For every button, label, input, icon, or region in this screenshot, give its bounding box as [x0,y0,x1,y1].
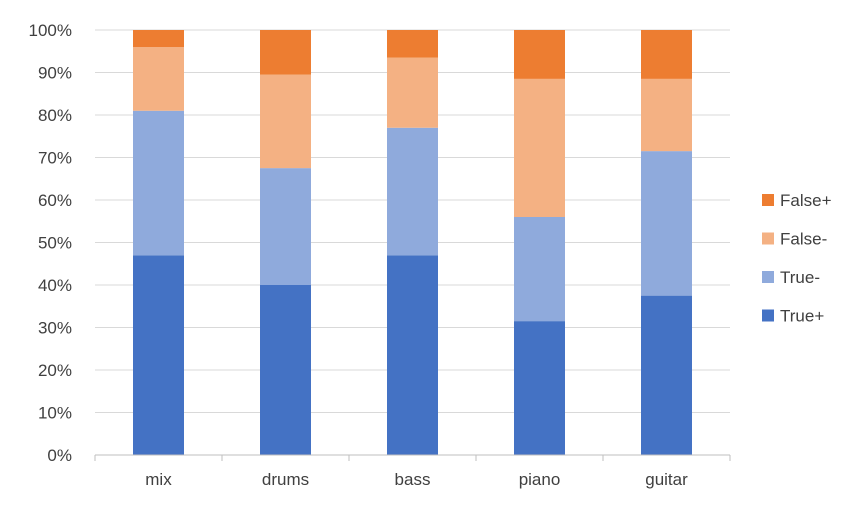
bar-segment-false-pos [260,30,311,75]
bar-segment-true-pos [641,295,692,455]
bar-segment-true-neg [133,110,184,256]
y-tick-label: 90% [38,64,72,83]
y-tick-label: 80% [38,106,72,125]
bar-segment-false-pos [133,30,184,47]
bar-segment-true-neg [641,151,692,296]
y-tick-label: 30% [38,319,72,338]
bar-segment-false-neg [387,57,438,128]
x-tick-label: piano [519,470,561,489]
axes: 0% 10% 20% 30% 40% 50% 60% 70% 80% 90% 100% mix drum… [29,21,731,489]
bar-segment-false-pos [514,30,565,79]
bar-segment-true-neg [260,168,311,285]
y-tick-label: 70% [38,149,72,168]
x-tick-label: guitar [645,470,688,489]
bars [133,30,692,455]
y-tick-label: 0% [47,446,72,465]
bar-segment-false-neg [514,78,565,217]
bar-segment-true-pos [514,321,565,455]
bar-segment-false-pos [387,30,438,58]
y-tick-label: 20% [38,361,72,380]
bar-segment-true-neg [387,127,438,256]
legend-swatch [762,232,774,245]
bar-segment-false-neg [260,74,311,169]
y-tick-label: 100% [29,21,72,40]
y-tick-label: 50% [38,234,72,253]
bar-segment-true-pos [387,255,438,455]
bar-segment-true-pos [260,285,311,455]
legend-label: True+ [780,307,824,326]
legend-swatch [762,194,774,206]
bar-segment-false-neg [133,47,184,111]
y-tick-label: 10% [38,404,72,423]
legend-swatch [762,309,774,322]
x-tick-label: drums [262,470,309,489]
bar-segment-true-pos [133,255,184,455]
x-tick-label: mix [145,470,172,489]
legend-label: False- [780,230,827,249]
legend-swatch [762,271,774,283]
bar-segment-false-pos [641,30,692,79]
bar-segment-false-neg [641,78,692,152]
legend: False+ False- True- True+ [762,191,832,326]
legend-label: True- [780,268,820,287]
legend-label: False+ [780,191,832,210]
y-tick-label: 60% [38,191,72,210]
bar-segment-true-neg [514,217,565,322]
x-tick-label: bass [395,470,431,489]
y-tick-label: 40% [38,276,72,295]
